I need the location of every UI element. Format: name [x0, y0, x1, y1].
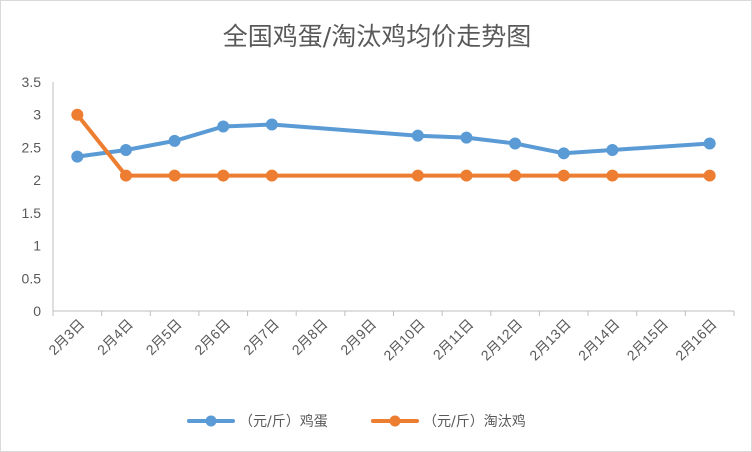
- x-tick-label: 2月7日: [240, 316, 282, 358]
- series-1-point: [71, 150, 84, 163]
- x-tick-label: 2月14日: [575, 316, 623, 364]
- series-2-point: [411, 169, 424, 182]
- series-2-point: [509, 169, 522, 182]
- legend-marker-2: [389, 415, 401, 427]
- y-tick-label: 0.5: [22, 270, 42, 286]
- series-1-point: [703, 137, 716, 150]
- series-2-point: [71, 108, 84, 121]
- series-2-point: [265, 169, 278, 182]
- series-1-point: [411, 129, 424, 142]
- x-tick-label: 2月6日: [191, 316, 233, 358]
- y-tick-label: 2: [33, 172, 41, 188]
- y-tick-label: 3: [33, 107, 41, 123]
- legend-label-2: （元/斤）淘汰鸡: [423, 413, 526, 430]
- x-tick-label: 2月12日: [478, 316, 526, 364]
- series-1-point: [509, 137, 522, 150]
- series-2-point: [119, 169, 132, 182]
- series-2-point: [606, 169, 619, 182]
- series-2-point: [557, 169, 570, 182]
- x-tick-label: 2月10日: [380, 316, 428, 364]
- y-tick-label: 0: [33, 303, 41, 319]
- legend: （元/斤）鸡蛋 （元/斤）淘汰鸡: [187, 413, 526, 430]
- y-tick-label: 2.5: [22, 139, 42, 155]
- legend-marker-1: [205, 415, 217, 427]
- series-1-point: [265, 118, 278, 131]
- x-tick-label: 2月9日: [337, 316, 379, 358]
- x-tick-label: 2月3日: [45, 316, 87, 358]
- series-1-point: [119, 144, 132, 157]
- series-1-point: [168, 134, 181, 147]
- y-tick-label: 1: [33, 238, 41, 254]
- x-tick-label: 2月16日: [672, 316, 720, 364]
- chart-title: 全国鸡蛋/淘汰鸡均价走势图: [223, 22, 531, 51]
- x-tick-label: 2月5日: [143, 316, 185, 358]
- x-tick-label: 2月13日: [526, 316, 574, 364]
- y-tick-label: 3.5: [22, 74, 42, 90]
- series-2-point: [703, 169, 716, 182]
- series-1-point: [217, 120, 230, 133]
- series-1-point: [460, 131, 473, 144]
- plot-area: 0 0.5 1 1.5 2 2.5 3 3.5 2月3日 2月4日 2月5日 2月6日 2月7日 2月8日…: [22, 74, 735, 364]
- x-tick-label: 2月15日: [624, 316, 672, 364]
- x-tick-label: 2月11日: [430, 316, 477, 363]
- series-2-point: [460, 169, 473, 182]
- x-tick-label: 2月8日: [289, 316, 331, 358]
- series-2-point: [168, 169, 181, 182]
- series-2-point: [217, 169, 230, 182]
- series-1-point: [557, 147, 570, 160]
- series-1-point: [606, 144, 619, 157]
- legend-label-1: （元/斤）鸡蛋: [239, 413, 328, 430]
- x-tick-label: 2月4日: [94, 316, 136, 358]
- y-tick-label: 1.5: [22, 205, 42, 221]
